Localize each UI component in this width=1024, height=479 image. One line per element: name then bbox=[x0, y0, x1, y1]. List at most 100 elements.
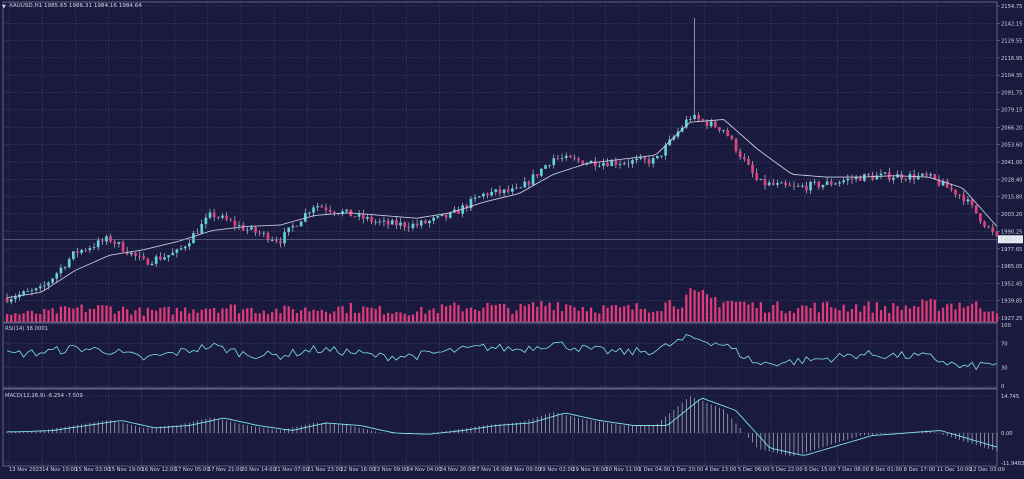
macd-level-label: -11.9483 bbox=[1001, 461, 1024, 467]
candle-body bbox=[332, 211, 336, 214]
candle-body bbox=[527, 181, 531, 185]
candle-body bbox=[279, 241, 282, 244]
candle-body bbox=[863, 174, 866, 181]
candle-body bbox=[424, 220, 427, 224]
candle-body bbox=[535, 174, 539, 176]
candle-body bbox=[461, 205, 464, 214]
candle-body bbox=[780, 182, 783, 184]
price-axis-label: 2116.95 bbox=[1001, 56, 1022, 62]
candle-body bbox=[821, 184, 825, 188]
candle-body bbox=[734, 138, 738, 152]
candle-body bbox=[883, 172, 887, 174]
price-axis-label: 1990.25 bbox=[1001, 230, 1022, 236]
candle-body bbox=[916, 175, 920, 180]
candle-body bbox=[614, 160, 618, 165]
price-axis-label: 2015.80 bbox=[1001, 195, 1022, 201]
candle-body bbox=[900, 174, 903, 180]
candle-body bbox=[842, 180, 846, 183]
price-axis-label: 1927.25 bbox=[1001, 316, 1022, 322]
candle-body bbox=[134, 252, 137, 256]
candle-body bbox=[411, 223, 415, 229]
price-axis-label: 2053.60 bbox=[1001, 143, 1022, 149]
candle-body bbox=[606, 162, 609, 167]
candle-body bbox=[395, 220, 398, 226]
candle-body bbox=[788, 185, 792, 187]
candle-body bbox=[655, 155, 659, 159]
candle-body bbox=[598, 165, 601, 167]
candle-body bbox=[531, 174, 535, 185]
candle-body bbox=[390, 220, 394, 225]
candle-body bbox=[353, 216, 357, 218]
candle-body bbox=[771, 182, 775, 185]
candle-body bbox=[428, 220, 431, 224]
candle-body bbox=[635, 158, 638, 161]
candle-body bbox=[759, 178, 763, 180]
candle-body bbox=[419, 220, 423, 226]
candle-body bbox=[183, 246, 187, 249]
candle-body bbox=[101, 240, 104, 242]
ohlc-readout: 1985.65 1986.31 1984.16 1984.64 bbox=[44, 3, 142, 9]
candle-body bbox=[403, 222, 406, 228]
candle-body bbox=[892, 177, 895, 180]
rsi-level-label: 0 bbox=[1001, 384, 1004, 390]
candle-body bbox=[569, 155, 572, 158]
candle-body bbox=[386, 220, 390, 225]
candle-body bbox=[88, 248, 92, 251]
candle-body bbox=[751, 164, 754, 174]
candle-body bbox=[117, 242, 121, 244]
price-axis-label: 2028.40 bbox=[1001, 177, 1022, 183]
candle-body bbox=[937, 179, 941, 186]
candle-body bbox=[192, 233, 195, 244]
candle-body bbox=[697, 114, 701, 120]
candle-body bbox=[850, 178, 854, 180]
candle-body bbox=[312, 207, 315, 213]
candle-body bbox=[328, 210, 332, 212]
time-axis-label: 7 Dec 08:00 bbox=[837, 467, 869, 473]
candle-body bbox=[22, 291, 25, 295]
candle-body bbox=[399, 222, 402, 226]
candle-body bbox=[589, 160, 593, 164]
panel-frame bbox=[2, 1, 998, 323]
candle-body bbox=[43, 285, 46, 287]
time-axis-label: 22 Nov 16:00 bbox=[340, 467, 375, 473]
candle-body bbox=[879, 173, 883, 176]
candle-body bbox=[738, 151, 742, 158]
candle-body bbox=[573, 157, 576, 159]
candle-body bbox=[643, 157, 647, 160]
candle-body bbox=[763, 178, 767, 186]
candle-body bbox=[846, 178, 850, 181]
candle-body bbox=[618, 164, 622, 165]
candle-body bbox=[958, 194, 961, 196]
candle-body bbox=[158, 256, 162, 260]
price-axis-label: 1952.45 bbox=[1001, 281, 1022, 287]
candle-body bbox=[668, 139, 672, 146]
candle-body bbox=[378, 221, 382, 223]
candle-body bbox=[30, 290, 34, 292]
candle-body bbox=[639, 157, 643, 159]
candle-body bbox=[490, 191, 493, 196]
candle-body bbox=[730, 135, 734, 139]
time-axis-label: 8 Dec 01:00 bbox=[870, 467, 902, 473]
price-axis-label: 1939.85 bbox=[1001, 299, 1022, 305]
candle-body bbox=[84, 249, 88, 251]
candle-body bbox=[792, 186, 796, 187]
time-axis-label: 24 Nov 04:00 bbox=[407, 467, 442, 473]
candle-body bbox=[436, 216, 440, 218]
candle-body bbox=[684, 119, 688, 128]
candle-body bbox=[150, 263, 154, 265]
candle-body bbox=[548, 165, 551, 166]
candle-body bbox=[796, 185, 800, 187]
price-axis-label: 2003.20 bbox=[1001, 212, 1022, 218]
dropdown-arrow-icon[interactable]: ▼ bbox=[2, 4, 6, 10]
candle-body bbox=[921, 173, 924, 176]
time-axis-label: 20 Nov 14:00 bbox=[241, 467, 276, 473]
candle-body bbox=[800, 185, 804, 187]
time-axis-label: 16 Nov 12:00 bbox=[142, 467, 177, 473]
candle-body bbox=[453, 209, 456, 213]
candle-body bbox=[498, 189, 502, 194]
candle-body bbox=[55, 273, 59, 279]
time-axis-label: 30 Nov 11:00 bbox=[605, 467, 640, 473]
price-axis-label: 2142.15 bbox=[1001, 21, 1022, 27]
candle-body bbox=[829, 181, 833, 185]
price-axis-label: 2154.75 bbox=[1001, 4, 1022, 10]
